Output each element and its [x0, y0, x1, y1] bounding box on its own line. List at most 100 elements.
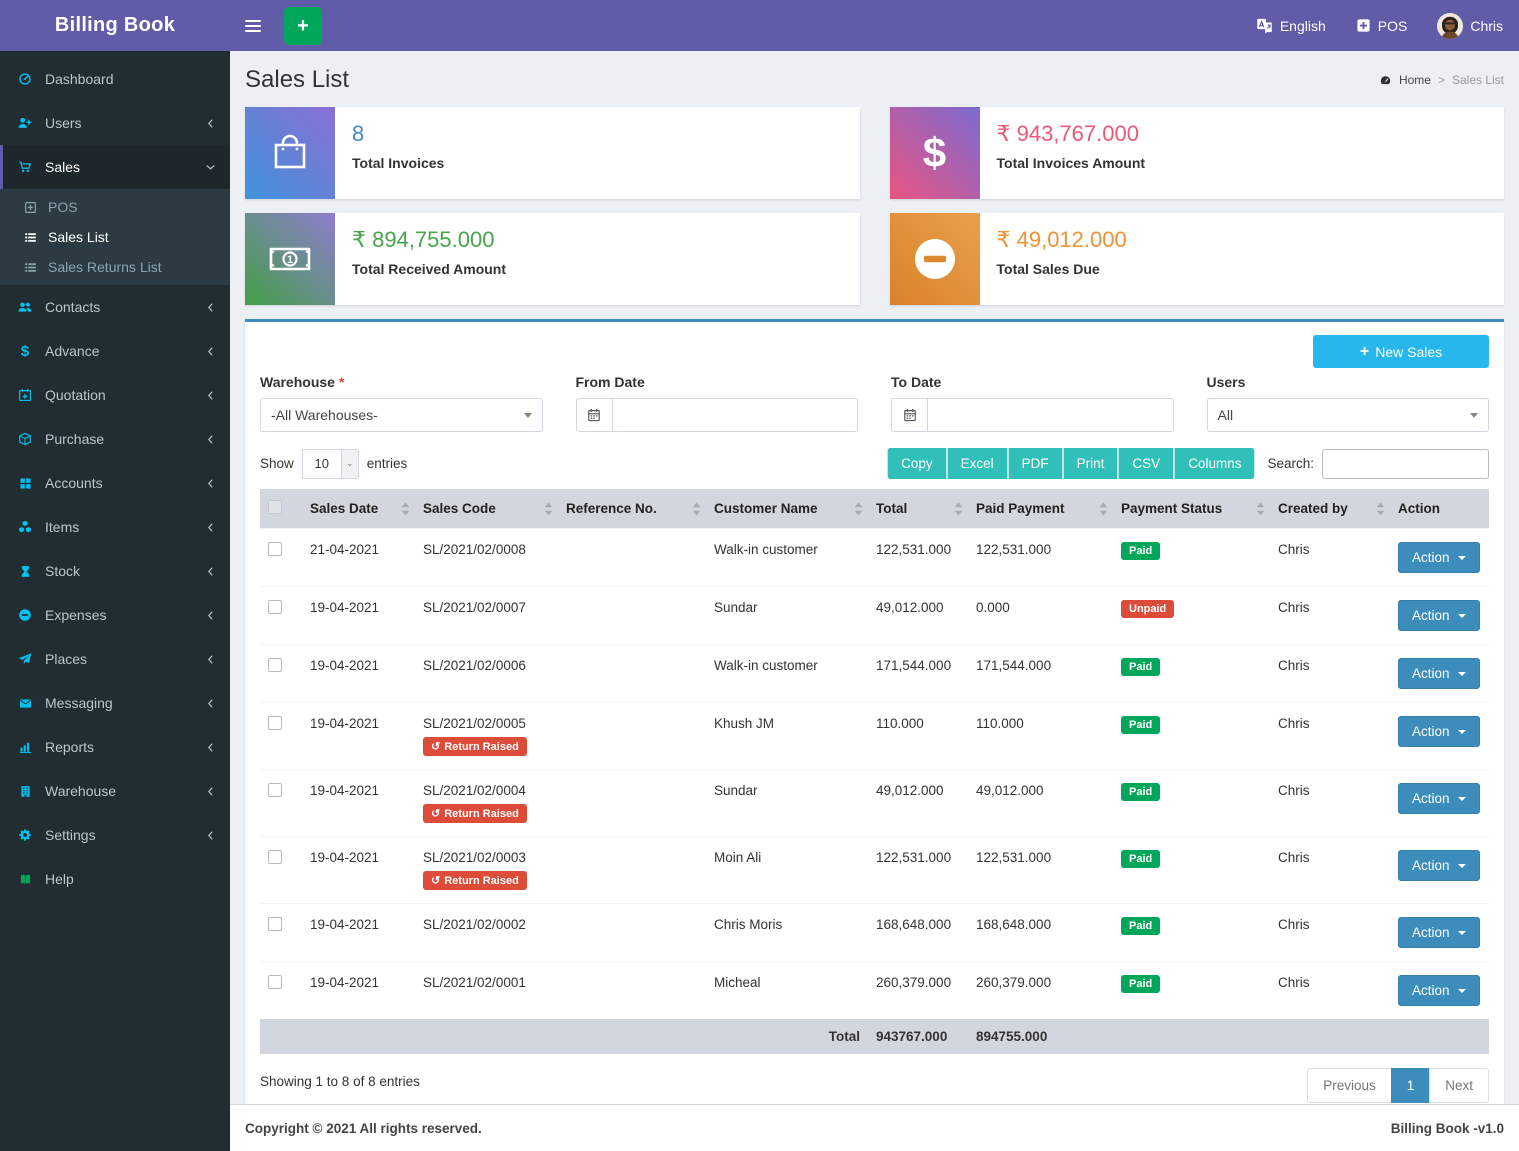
action-button[interactable]: Action — [1398, 600, 1480, 631]
cell-payment-status: Paid — [1113, 528, 1270, 587]
action-button[interactable]: Action — [1398, 917, 1480, 948]
sidebar-item-advance[interactable]: $ Advance — [0, 329, 230, 373]
stat-card-invoices-amount: $ ₹ 943,767.000 Total Invoices Amount — [889, 107, 1504, 199]
export-pdf-button[interactable]: PDF — [1007, 448, 1063, 479]
chevron-down-icon: ⌄ — [340, 449, 358, 478]
export-columns-button[interactable]: Columns — [1174, 448, 1256, 479]
sidebar-item-dashboard[interactable]: Dashboard — [0, 57, 230, 101]
column-header-customer-name[interactable]: Customer Name — [706, 489, 868, 529]
sidebar-item-users[interactable]: Users — [0, 101, 230, 145]
user-menu[interactable]: Chris — [1437, 12, 1503, 39]
column-header-reference-no-[interactable]: Reference No. — [558, 489, 706, 529]
sidebar-subitem-pos[interactable]: POS — [0, 192, 230, 222]
export-print-button[interactable]: Print — [1062, 448, 1119, 479]
cell-payment-status: Paid — [1113, 836, 1270, 904]
cell-total: 122,531.000 — [868, 836, 968, 904]
from-date-input[interactable] — [612, 399, 857, 431]
cell-sales-date: 19-04-2021 — [302, 644, 415, 703]
plus-icon: + — [1359, 342, 1370, 360]
user-name: Chris — [1470, 17, 1503, 34]
sidebar-item-reports[interactable]: Reports — [0, 725, 230, 769]
filters: Warehouse * -All Warehouses- From Date T… — [260, 374, 1489, 432]
action-button[interactable]: Action — [1398, 542, 1480, 573]
sidebar-section: Expenses — [0, 593, 230, 637]
language-label: English — [1279, 17, 1326, 34]
shopping-bag-icon — [245, 107, 335, 199]
row-checkbox[interactable] — [268, 850, 282, 864]
column-header-total[interactable]: Total — [868, 489, 968, 529]
entries-select[interactable]: 10 ⌄ — [301, 448, 359, 479]
cell-action: Action — [1390, 961, 1489, 1019]
sidebar-item-contacts[interactable]: Contacts — [0, 285, 230, 329]
cell-total: 171,544.000 — [868, 644, 968, 703]
row-checkbox[interactable] — [268, 716, 282, 730]
sidebar-item-items[interactable]: Items — [0, 505, 230, 549]
status-badge: Paid — [1121, 850, 1161, 868]
language-menu[interactable]: English — [1256, 17, 1326, 34]
row-checkbox[interactable] — [268, 783, 282, 797]
bar-chart-icon — [15, 741, 35, 754]
stat-card-sales-due: ₹ 49,012.000 Total Sales Due — [889, 213, 1504, 305]
column-header-payment-status[interactable]: Payment Status — [1113, 489, 1270, 529]
cell-paid-payment: 110.000 — [968, 702, 1113, 770]
caret-down-icon — [1457, 988, 1466, 993]
cell-sales-date: 21-04-2021 — [302, 528, 415, 587]
column-header-paid-payment[interactable]: Paid Payment — [968, 489, 1113, 529]
row-checkbox[interactable] — [268, 542, 282, 556]
status-badge: Paid — [1121, 783, 1161, 801]
sidebar-item-settings[interactable]: Settings — [0, 813, 230, 857]
action-button[interactable]: Action — [1398, 716, 1480, 747]
pagination-page-1[interactable]: 1 — [1390, 1068, 1431, 1103]
action-button[interactable]: Action — [1398, 783, 1480, 814]
pagination-previous[interactable]: Previous — [1307, 1068, 1392, 1103]
export-copy-button[interactable]: Copy — [887, 448, 947, 479]
sidebar-item-messaging[interactable]: Messaging — [0, 681, 230, 725]
sidebar-item-sales[interactable]: Sales — [0, 145, 230, 189]
sidebar-item-quotation[interactable]: Quotation — [0, 373, 230, 417]
action-button[interactable]: Action — [1398, 850, 1480, 881]
to-date-input[interactable] — [928, 399, 1173, 431]
sidebar-item-stock[interactable]: Stock — [0, 549, 230, 593]
warehouse-select[interactable]: -All Warehouses- — [260, 398, 543, 432]
sidebar-subitem-sales-list[interactable]: Sales List — [0, 222, 230, 252]
column-header-sales-date[interactable]: Sales Date — [302, 489, 415, 529]
row-checkbox[interactable] — [268, 600, 282, 614]
row-checkbox[interactable] — [268, 658, 282, 672]
app-brand: Billing Book — [54, 14, 176, 36]
new-sales-button[interactable]: + New Sales — [1313, 335, 1489, 368]
sidebar: Dashboard Users Sales POS Sales List Sales Re… — [0, 51, 230, 1151]
search-input[interactable] — [1322, 448, 1489, 479]
to-date-label: To Date — [891, 374, 942, 390]
export-excel-button[interactable]: Excel — [946, 448, 1008, 479]
action-button[interactable]: Action — [1398, 658, 1480, 689]
sidebar-item-expenses[interactable]: Expenses — [0, 593, 230, 637]
export-buttons: Copy Excel PDF Print CSV Columns — [887, 448, 1256, 479]
select-all-checkbox[interactable] — [268, 500, 282, 514]
sidebar-item-places[interactable]: Places — [0, 637, 230, 681]
column-header-sales-code[interactable]: Sales Code — [415, 489, 558, 529]
total-paid: 894755.000 — [968, 1019, 1113, 1054]
sidebar-item-help[interactable]: Help — [0, 857, 230, 901]
sidebar-item-warehouse[interactable]: Warehouse — [0, 769, 230, 813]
sidebar-section: Settings — [0, 813, 230, 857]
users-select[interactable]: All — [1206, 398, 1489, 432]
cell-action: Action — [1390, 702, 1489, 770]
row-checkbox[interactable] — [268, 917, 282, 931]
sidebar-subitem-sales-returns-list[interactable]: Sales Returns List — [0, 252, 230, 282]
pos-menu[interactable]: POS — [1356, 18, 1407, 34]
row-checkbox[interactable] — [268, 975, 282, 989]
stat-value: 8 — [352, 121, 365, 146]
sidebar-item-purchase[interactable]: Purchase — [0, 417, 230, 461]
list-icon — [21, 231, 39, 244]
breadcrumb-home[interactable]: Home — [1398, 73, 1431, 87]
export-csv-button[interactable]: CSV — [1118, 448, 1175, 479]
cell-customer: Chris Moris — [706, 903, 868, 962]
quick-add-button[interactable]: + — [284, 6, 322, 45]
sidebar-item-accounts[interactable]: Accounts — [0, 461, 230, 505]
column-header-created-by[interactable]: Created by — [1270, 489, 1390, 529]
sidebar-item-label: Dashboard — [45, 71, 114, 87]
action-button[interactable]: Action — [1398, 975, 1480, 1006]
language-icon — [1256, 17, 1273, 34]
pagination-next[interactable]: Next — [1429, 1068, 1489, 1103]
sidebar-toggle-button[interactable] — [230, 0, 276, 51]
